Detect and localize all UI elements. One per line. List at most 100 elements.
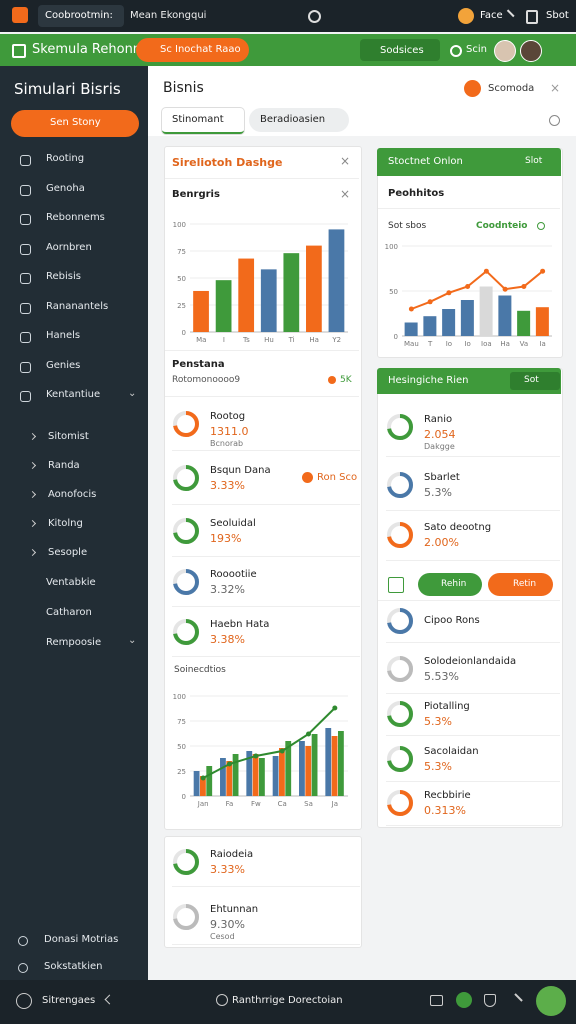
card-subtitle: Peohhitos	[388, 188, 445, 199]
bar	[246, 751, 253, 796]
donut-icon	[387, 608, 413, 634]
item-value: 2.00%	[424, 536, 459, 549]
sidebar-button-label[interactable]: Sen Stony	[50, 117, 101, 128]
nav-item[interactable]: Genoha	[46, 182, 85, 194]
icon	[20, 155, 31, 166]
tag-dot	[302, 472, 313, 483]
ring	[387, 522, 413, 548]
x-tick-label: Io	[446, 340, 452, 348]
bar	[232, 754, 239, 796]
bar	[193, 771, 200, 796]
bar	[272, 756, 279, 796]
item-sub: Dakgge	[424, 442, 455, 451]
ring	[173, 411, 199, 437]
sidebar-footer-item[interactable]: Sokstatkien	[44, 961, 103, 972]
chart: 0 25 50 75 100 Ma I Ts Hu Ti Ha Y2	[173, 221, 348, 344]
y-tick-label: 25	[177, 302, 186, 310]
icon	[18, 963, 28, 973]
tab-label[interactable]: Beradioasien	[260, 114, 326, 125]
item-name: Sato deootng	[424, 522, 492, 533]
nav-subitem[interactable]: Aonofocis	[48, 489, 97, 500]
donut-icon	[173, 619, 199, 645]
card-title: Stoctnet Onlon	[388, 156, 463, 167]
item-value: 9.30%	[210, 918, 245, 931]
user-name[interactable]: Face	[480, 10, 503, 21]
card-badge[interactable]: Sot	[524, 375, 539, 385]
tab[interactable]	[249, 108, 349, 132]
top-action[interactable]: Sbot	[546, 10, 569, 21]
x-tick-label: Fw	[251, 800, 261, 808]
item-value: 193%	[210, 532, 242, 545]
item-value: 3.38%	[210, 633, 245, 646]
nav-subitem[interactable]: Ventabkie	[46, 577, 96, 588]
app-button-label[interactable]: Sc Inochat Raao	[160, 44, 241, 55]
button[interactable]	[488, 573, 553, 596]
user-avatar	[458, 8, 474, 24]
nav-item[interactable]: Rebonnems	[46, 212, 105, 223]
save-button[interactable]	[360, 39, 440, 61]
nav-item[interactable]: Kentantiue	[46, 389, 101, 400]
item-name: Ehtunnan	[210, 904, 259, 915]
header-button[interactable]: Scomoda	[488, 83, 535, 94]
nav-subitem[interactable]: Catharon	[46, 607, 92, 618]
item-name: Piotalling	[424, 701, 470, 712]
point	[279, 748, 285, 754]
nav-item[interactable]: Rananantels	[46, 300, 109, 312]
browser-tab[interactable]	[38, 5, 124, 27]
button-label[interactable]: Rehin	[441, 579, 467, 589]
nav-subitem[interactable]: Sesople	[48, 547, 88, 558]
settings-icon	[16, 993, 32, 1009]
card-subtitle: Benrgris	[172, 189, 220, 200]
badge-dot	[328, 376, 336, 384]
x-tick-label: I	[223, 336, 225, 344]
nav-item[interactable]: Genies	[46, 359, 81, 371]
divider	[386, 735, 560, 736]
item-name: Bsqun Dana	[210, 465, 271, 476]
tab-label[interactable]: Stinomant	[172, 114, 224, 125]
icon	[20, 243, 31, 255]
app-button[interactable]	[136, 38, 249, 62]
sidebar-footer-item[interactable]: Donasi Motrias	[44, 934, 119, 945]
card-title: Sireliotoh Dashge	[172, 156, 283, 169]
x-tick-label: Io	[464, 340, 470, 348]
x-tick-label: Ia	[539, 340, 545, 348]
donut-icon	[387, 414, 413, 440]
menu-icon	[12, 44, 26, 58]
bottom-center[interactable]: Ranthrrige Dorectoian	[232, 995, 343, 1006]
nav-subitem[interactable]: Sitomist	[48, 431, 89, 442]
ring	[173, 518, 199, 544]
nav-subitem[interactable]: Randa	[48, 460, 80, 471]
bottom-left[interactable]: Sitrengaes	[42, 995, 96, 1006]
save-label[interactable]: Sodsices	[380, 45, 424, 56]
shield-icon	[484, 994, 496, 1007]
icon	[20, 214, 31, 225]
refresh-icon	[549, 115, 560, 126]
x-tick-label: Hu	[264, 336, 274, 344]
ring	[173, 849, 199, 875]
item-sub: Bcnorab	[210, 439, 244, 448]
divider	[165, 396, 359, 397]
nav-subitem[interactable]: Rempoosie	[46, 637, 102, 648]
button-label[interactable]: Retin	[513, 579, 537, 589]
x-tick-label: T	[427, 340, 433, 348]
tab[interactable]	[162, 108, 244, 134]
y-tick-label: 0	[182, 793, 186, 801]
point	[521, 284, 527, 289]
nav-item[interactable]: Rebisis	[46, 271, 81, 282]
y-tick-label: 50	[177, 743, 186, 751]
item-value: 3.33%	[210, 863, 245, 876]
chart: 0 25 50 75 100 Jan Fa Fw Ca Sa Ja	[173, 693, 348, 808]
x-tick-label: Mau	[404, 340, 419, 348]
status-label: Scin	[466, 44, 487, 55]
nav-item[interactable]: Hanels	[46, 330, 81, 341]
nav-item[interactable]: Aornbren	[46, 241, 92, 253]
ring	[387, 608, 413, 634]
nav-subitem[interactable]: Kitolng	[48, 518, 83, 529]
item-sub: Cesod	[210, 932, 235, 941]
divider	[386, 781, 560, 782]
sidebar-button[interactable]	[11, 110, 139, 137]
card-badge-box[interactable]	[510, 372, 560, 390]
button[interactable]	[418, 573, 482, 596]
bar	[299, 741, 305, 796]
nav-item[interactable]: Rooting	[46, 153, 85, 164]
